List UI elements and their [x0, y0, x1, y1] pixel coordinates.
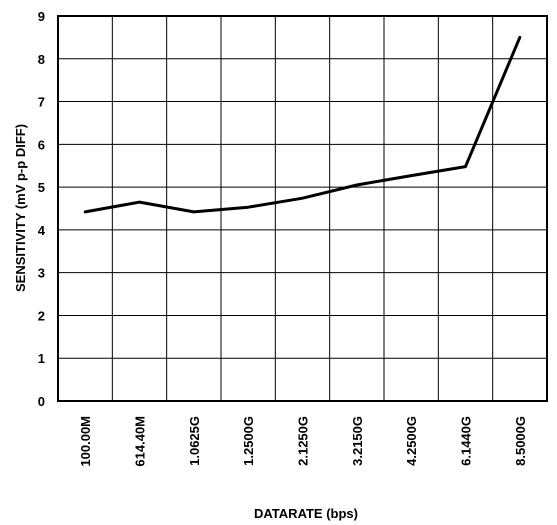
chart-grid — [57, 15, 548, 402]
x-tick-label: 100.00M — [78, 416, 93, 467]
y-tick-label: 2 — [38, 308, 45, 323]
x-tick-label: 2.1250G — [296, 416, 311, 466]
x-tick-label: 614.40M — [133, 416, 148, 467]
y-tick-label: 9 — [38, 9, 45, 24]
x-axis-title: DATARATE (bps) — [254, 506, 358, 521]
y-tick-label: 4 — [38, 223, 46, 238]
x-tick-label: 8.5000G — [513, 416, 528, 466]
y-tick-label: 7 — [38, 95, 45, 110]
y-tick-label: 3 — [38, 266, 45, 281]
y-tick-label: 1 — [38, 351, 45, 366]
y-axis-ticks: 0 1 2 3 4 5 6 7 8 9 — [38, 9, 46, 409]
x-tick-label: 6.1440G — [459, 416, 474, 466]
series-group — [83, 35, 522, 214]
x-tick-label: 3.2150G — [350, 416, 365, 466]
x-tick-label: 1.2500G — [241, 416, 256, 466]
y-tick-label: 6 — [38, 137, 45, 152]
y-tick-label: 8 — [38, 52, 45, 67]
x-tick-label: 1.0625G — [187, 416, 202, 466]
y-axis-title: SENSITIVITY (mV p-p DIFF) — [13, 124, 28, 292]
x-tick-label: 4.2500G — [404, 416, 419, 466]
y-tick-label: 0 — [38, 394, 45, 409]
series-line — [83, 35, 522, 214]
plot-border — [57, 15, 548, 402]
x-axis-ticks: 100.00M 614.40M 1.0625G 1.2500G 2.1250G 3.215… — [78, 416, 528, 467]
y-tick-label: 5 — [38, 180, 45, 195]
